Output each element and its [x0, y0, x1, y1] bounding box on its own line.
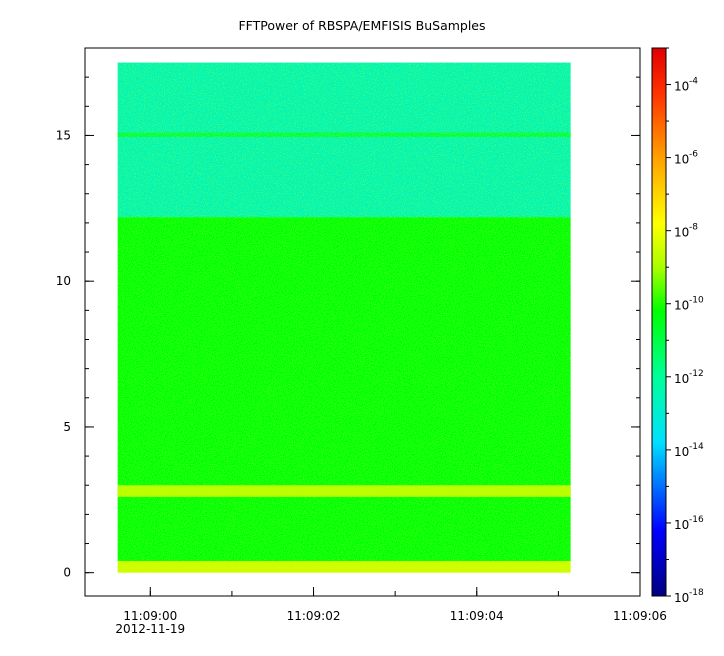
colorbar-tick-exponent: -16: [689, 515, 704, 525]
y-tick-label: 5: [63, 420, 71, 434]
colorbar-tick-exponent: -10: [689, 296, 704, 306]
chart-title: FFTPower of RBSPA/EMFISIS BuSamples: [238, 18, 485, 33]
colorbar-tick-label: 10: [674, 153, 689, 167]
colorbar-tick-label: 10: [674, 518, 689, 532]
colorbar-tick-exponent: -12: [689, 369, 704, 379]
colorbar-tick-exponent: -4: [689, 77, 698, 87]
x-tick-label: 11:09:00: [123, 609, 177, 623]
colorbar-tick-label: 10: [674, 80, 689, 94]
colorbar-tick-exponent: -6: [689, 150, 698, 160]
y-tick-label: 0: [63, 566, 71, 580]
x-tick-label: 11:09:06: [613, 609, 667, 623]
x-tick-date-label: 2012-11-19: [115, 622, 185, 636]
x-tick-label: 11:09:02: [287, 609, 341, 623]
x-tick-label: 11:09:04: [450, 609, 504, 623]
colorbar-tick-label: 10: [674, 226, 689, 240]
spectrogram-noise-texture: [117, 62, 571, 573]
colorbar-tick-exponent: -14: [689, 442, 704, 452]
y-tick-label: 10: [56, 274, 71, 288]
colorbar-gradient: [651, 47, 667, 597]
colorbar-tick-label: 10: [674, 372, 689, 386]
colorbar-tick-exponent: -18: [689, 588, 704, 598]
y-axis: 0 5 10 15: [56, 76, 640, 580]
y-tick-label: 15: [56, 128, 71, 142]
colorbar-tick-label: 10: [674, 591, 689, 605]
colorbar-tick-exponent: -8: [689, 223, 698, 233]
colorbar-tick-label: 10: [674, 445, 689, 459]
colorbar-tick-label: 10: [674, 299, 689, 313]
